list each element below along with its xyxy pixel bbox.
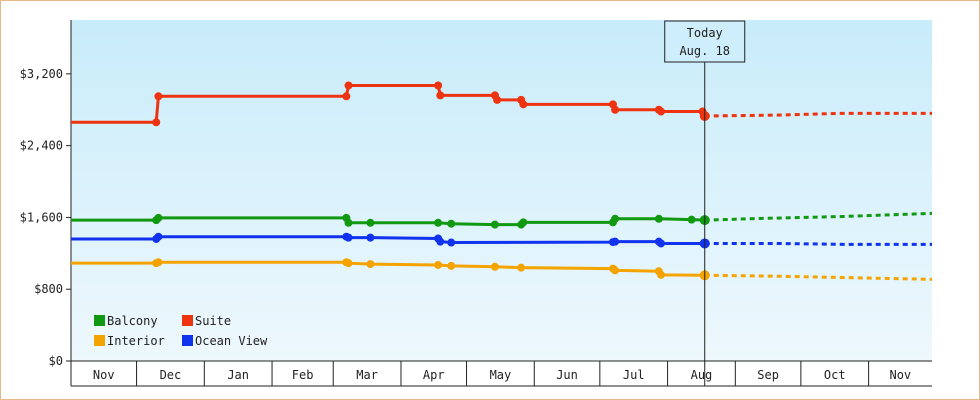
data-point xyxy=(657,107,666,116)
data-point xyxy=(366,218,375,227)
data-point xyxy=(344,233,353,242)
legend-label: Balcony xyxy=(107,314,158,328)
y-tick-label: $3,200 xyxy=(20,67,63,81)
data-point xyxy=(611,266,620,275)
x-tick-label: May xyxy=(490,368,512,382)
forecast-line xyxy=(704,211,933,222)
axes: $0 $800 $1,600 $2,400 $3,200 Nov Dec Jan Feb Mar A… xyxy=(20,20,932,387)
legend-swatch xyxy=(182,315,193,326)
data-point xyxy=(154,232,163,241)
data-point xyxy=(447,219,456,228)
series-lines xyxy=(71,81,933,281)
legend-swatch xyxy=(94,315,105,326)
forecast-line xyxy=(704,111,932,118)
today-label-box xyxy=(664,20,746,63)
data-point xyxy=(517,263,526,272)
data-point xyxy=(366,233,375,242)
legend-label: Ocean View xyxy=(195,334,268,348)
plot-area xyxy=(71,20,932,361)
legend-item: Suite xyxy=(182,314,231,328)
data-point xyxy=(436,91,445,100)
data-point xyxy=(154,92,163,101)
data-point xyxy=(152,118,161,127)
series-line xyxy=(71,216,705,227)
data-point xyxy=(519,100,528,109)
y-tick-label: $800 xyxy=(34,282,63,296)
data-point xyxy=(654,214,663,223)
today-label-title: Today xyxy=(687,26,723,40)
y-tick-label: $0 xyxy=(49,354,63,368)
forecast-line xyxy=(704,241,932,246)
legend-swatch xyxy=(94,335,105,346)
x-tick-label: Aug xyxy=(691,368,713,382)
x-tick-label: Oct xyxy=(824,368,846,382)
data-point xyxy=(342,92,351,101)
x-tick-label: Nov xyxy=(93,368,115,382)
data-point xyxy=(344,259,353,268)
data-point xyxy=(657,239,666,248)
data-point xyxy=(490,262,499,271)
data-point xyxy=(434,218,443,227)
data-point xyxy=(687,215,696,224)
legend-item: Balcony xyxy=(94,314,158,328)
legend-swatch xyxy=(182,335,193,346)
data-point xyxy=(611,105,620,114)
x-tick-label: Sep xyxy=(757,368,779,382)
data-point xyxy=(519,218,528,227)
data-point xyxy=(611,214,620,223)
series-suite xyxy=(71,81,932,127)
data-point xyxy=(434,81,443,90)
x-tick-label: Nov xyxy=(889,368,911,382)
series-ocean-view xyxy=(71,232,932,249)
today-label-date: Aug. 18 xyxy=(679,44,730,58)
today-marker: Today Aug. 18 xyxy=(664,20,746,386)
forecast-line xyxy=(704,273,933,281)
data-point xyxy=(490,220,499,229)
legend-label: Interior xyxy=(107,334,165,348)
data-point xyxy=(447,238,456,247)
data-point xyxy=(436,237,445,246)
x-tick-label: Apr xyxy=(423,368,445,382)
legend-item: Interior xyxy=(94,334,165,348)
y-tick-label: $2,400 xyxy=(20,139,63,153)
x-tick-label: Jul xyxy=(623,368,645,382)
data-point xyxy=(154,213,163,222)
x-tick-label: Jan xyxy=(227,368,249,382)
y-tick-label: $1,600 xyxy=(20,210,63,224)
data-point xyxy=(366,260,375,269)
legend: Balcony Suite Interior Ocean View xyxy=(94,314,268,348)
data-point xyxy=(344,81,353,90)
data-point xyxy=(344,218,353,227)
x-tick-label: Mar xyxy=(356,368,378,382)
x-tick-label: Jun xyxy=(556,368,578,382)
data-point xyxy=(657,270,666,279)
x-tick-label: Feb xyxy=(292,368,314,382)
x-tick-label: Dec xyxy=(160,368,182,382)
series-balcony xyxy=(71,211,933,229)
data-point xyxy=(447,261,456,270)
legend-item: Ocean View xyxy=(182,334,268,348)
legend-label: Suite xyxy=(195,314,231,328)
data-point xyxy=(434,260,443,269)
data-point xyxy=(154,258,163,267)
data-point xyxy=(493,95,502,104)
data-point xyxy=(611,237,620,246)
